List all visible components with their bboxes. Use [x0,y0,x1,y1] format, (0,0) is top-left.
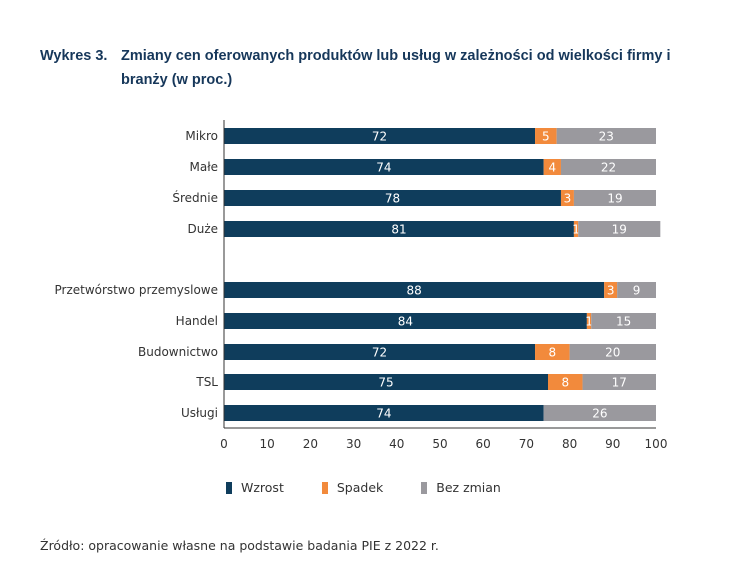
data-label-wzrost-duże: 81 [391,223,406,237]
legend-swatch-wzrost [226,481,232,494]
data-label-wzrost-budownictwo: 72 [372,346,387,360]
x-tick-label-20: 20 [303,437,318,451]
category-label-duże: Duże [187,222,218,236]
data-label-bez-zmian-usługi: 26 [592,407,607,421]
bar-wzrost-tsl [224,374,548,390]
data-label-wzrost-mikro: 72 [372,130,387,144]
chart-number: Wykres 3. [40,48,108,64]
data-label-wzrost-tsl: 75 [378,376,393,390]
data-label-spadek-duże: 1 [572,223,580,237]
bar-wzrost-przetwórstwo-przemyslowe [224,282,605,298]
bar-spadek-małe [543,159,561,175]
category-label-mikro: Mikro [185,129,218,143]
bar-bez-zmian-przetwórstwo-przemyslowe [617,282,656,298]
bar-wzrost-budownictwo [224,344,536,360]
bar-spadek-średnie [560,190,574,206]
bar-bez-zmian-duże [578,221,661,237]
data-label-bez-zmian-handel: 15 [616,315,631,329]
data-label-wzrost-małe: 74 [376,161,391,175]
data-label-spadek-średnie: 3 [564,192,572,206]
bar-wzrost-usługi [224,405,544,421]
category-label-handel: Handel [176,314,218,328]
x-tick-label-90: 90 [605,437,620,451]
bar-spadek-tsl [548,374,583,390]
category-label-przetwórstwo-przemyslowe: Przetwórstwo przemyslowe [54,283,218,297]
x-tick-label-0: 0 [220,437,228,451]
data-label-bez-zmian-duże: 19 [612,223,627,237]
data-label-spadek-handel: 1 [585,315,593,329]
legend-item-wzrost: Wzrost [226,480,284,495]
category-label-tsl: TSL [195,375,218,389]
bar-wzrost-małe [224,159,544,175]
x-tick-label-60: 60 [476,437,491,451]
bar-spadek-duże [573,221,579,237]
chart-title-text: Zmiany cen oferowanych produktów lub usł… [121,48,671,88]
bar-spadek-mikro [535,128,557,144]
data-label-bez-zmian-budownictwo: 20 [605,346,620,360]
category-label-średnie: Średnie [172,190,218,205]
data-label-spadek-tsl: 8 [561,376,569,390]
bar-wzrost-duże [224,221,574,237]
x-tick-label-70: 70 [519,437,534,451]
bar-spadek-budownictwo [535,344,570,360]
legend-item-bez-zmian: Bez zmian [421,480,501,495]
bar-bez-zmian-usługi [543,405,656,421]
x-tick-label-40: 40 [389,437,404,451]
data-label-spadek-przetwórstwo-przemyslowe: 3 [607,284,615,298]
data-label-bez-zmian-mikro: 23 [599,130,614,144]
data-label-wzrost-usługi: 74 [376,407,391,421]
x-tick-label-30: 30 [346,437,361,451]
legend-label-wzrost: Wzrost [241,480,284,495]
bar-wzrost-średnie [224,190,561,206]
category-label-usługi: Usługi [181,406,218,420]
x-tick-label-80: 80 [562,437,577,451]
legend-swatch-spadek [321,481,328,494]
category-label-małe: Małe [190,160,219,174]
data-label-bez-zmian-małe: 22 [601,161,616,175]
data-label-wzrost-handel: 84 [398,315,413,329]
data-label-spadek-budownictwo: 8 [548,346,556,360]
legend: Wzrost Spadek Bez zmian [226,480,539,495]
source-note: Źródło: opracowanie własne na podstawie … [40,538,439,553]
data-label-spadek-mikro: 5 [542,130,550,144]
data-label-bez-zmian-przetwórstwo-przemyslowe: 9 [633,284,641,298]
legend-item-spadek: Spadek [321,480,384,495]
data-label-bez-zmian-średnie: 19 [607,192,622,206]
bar-wzrost-handel [224,313,587,329]
data-label-wzrost-średnie: 78 [385,192,400,206]
bar-bez-zmian-małe [560,159,656,175]
bar-spadek-handel [586,313,592,329]
data-label-spadek-małe: 4 [548,161,556,175]
data-label-bez-zmian-tsl: 17 [612,376,627,390]
x-tick-label-100: 100 [645,437,668,451]
bar-bez-zmian-tsl [582,374,656,390]
bar-bez-zmian-handel [591,313,656,329]
bar-bez-zmian-średnie [573,190,656,206]
data-label-wzrost-przetwórstwo-przemyslowe: 88 [406,284,421,298]
category-label-budownictwo: Budownictwo [138,345,218,359]
bar-wzrost-mikro [224,128,536,144]
x-tick-label-50: 50 [432,437,447,451]
bar-spadek-przetwórstwo-przemyslowe [604,282,618,298]
legend-label-bez-zmian: Bez zmian [436,480,501,495]
x-tick-label-10: 10 [260,437,275,451]
bar-bez-zmian-mikro [556,128,656,144]
legend-swatch-bez-zmian [421,481,428,494]
legend-label-spadek: Spadek [336,480,384,495]
bar-bez-zmian-budownictwo [569,344,656,360]
